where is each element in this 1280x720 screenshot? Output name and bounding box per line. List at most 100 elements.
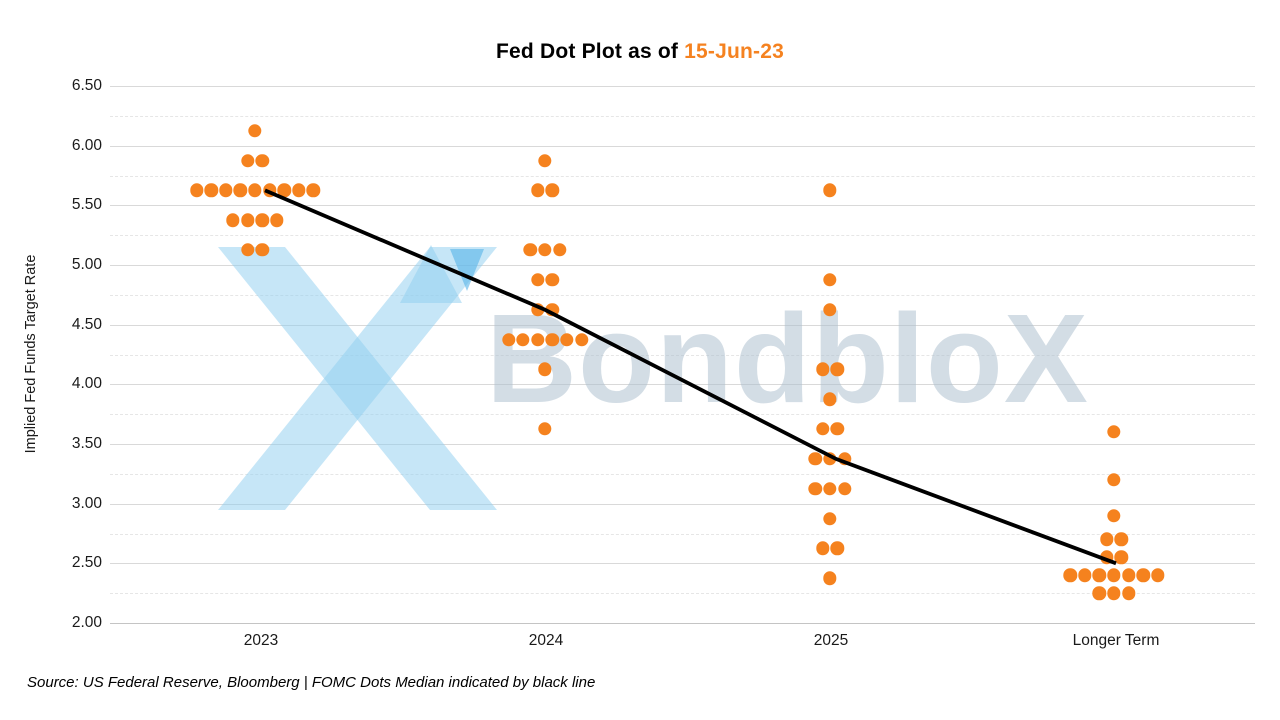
- fomc-dot: [574, 332, 589, 347]
- fomc-dot: [523, 243, 538, 257]
- y-tick-label: 3.00: [71, 494, 102, 512]
- chart-title-date: 15-Jun-23: [684, 40, 784, 63]
- fomc-dot: [248, 124, 262, 138]
- major-gridline: [110, 324, 1255, 326]
- y-axis-title: Implied Fed Funds Target Rate: [23, 254, 39, 454]
- fomc-dot: [292, 183, 306, 198]
- fomc-dot: [837, 482, 852, 496]
- fomc-dot: [830, 362, 844, 377]
- fomc-dot: [538, 153, 552, 168]
- major-gridline: [110, 205, 1255, 207]
- fomc-dot: [1136, 568, 1150, 582]
- fomc-dot: [808, 452, 823, 466]
- fomc-dot: [1107, 425, 1121, 439]
- fomc-dot: [255, 243, 269, 257]
- minor-gridline: [110, 473, 1255, 475]
- fomc-dot: [1107, 586, 1121, 600]
- fomc-dot: [545, 303, 559, 317]
- minor-gridline: [110, 175, 1255, 177]
- fomc-dot: [1121, 586, 1136, 600]
- fomc-dot: [226, 213, 240, 227]
- fomc-dot: [560, 332, 574, 347]
- fomc-dot: [552, 243, 567, 257]
- fomc-dot: [204, 183, 218, 198]
- y-tick-label: 4.50: [71, 315, 102, 333]
- fomc-dot: [538, 362, 552, 377]
- y-tick-label: 5.00: [71, 256, 102, 273]
- fomc-dot: [248, 183, 262, 198]
- fomc-dot: [530, 273, 545, 287]
- major-gridline: [110, 384, 1255, 386]
- fomc-dot: [815, 362, 830, 377]
- fomc-dot: [538, 243, 552, 257]
- fomc-dot: [1151, 568, 1165, 582]
- minor-gridline: [110, 414, 1255, 416]
- fomc-dot: [240, 213, 255, 227]
- fomc-dot: [1099, 550, 1114, 565]
- minor-gridline: [110, 115, 1255, 117]
- fomc-dot: [823, 273, 837, 287]
- fomc-dot: [501, 332, 516, 347]
- fomc-dot: [1092, 586, 1107, 600]
- major-gridline: [110, 265, 1255, 266]
- fomc-dot: [189, 183, 204, 198]
- major-gridline: [110, 145, 1255, 147]
- fomc-dot: [1092, 568, 1107, 582]
- fomc-dot: [545, 273, 559, 287]
- x-tick-label: Longer Term: [1072, 632, 1160, 649]
- x-tick-label: 2023: [243, 632, 279, 649]
- source-note: Source: US Federal Reserve, Bloomberg | …: [27, 674, 596, 691]
- fomc-dot: [1099, 532, 1114, 547]
- major-gridline: [110, 86, 1255, 87]
- fomc-dot: [277, 183, 291, 198]
- x-tick-label: 2024: [528, 632, 564, 649]
- fomc-dot: [823, 303, 837, 317]
- major-gridline: [110, 503, 1255, 505]
- chart-title-text: Fed Dot Plot as of: [496, 40, 685, 63]
- fomc-dot: [530, 303, 545, 317]
- fomc-dot: [823, 482, 837, 496]
- x-tick-label: 2025: [813, 632, 849, 649]
- fomc-dot: [823, 452, 837, 466]
- y-tick-label: 6.00: [71, 136, 102, 154]
- fomc-dot: [240, 153, 255, 168]
- fomc-dot: [219, 183, 233, 198]
- y-tick-label: 3.50: [71, 435, 102, 452]
- fomc-dot: [1078, 568, 1092, 582]
- fomc-dot: [240, 243, 255, 257]
- minor-gridline: [110, 533, 1255, 535]
- fomc-dot: [538, 422, 552, 436]
- fomc-dot: [545, 183, 559, 198]
- fomc-dot: [830, 541, 844, 556]
- plot-area: [110, 86, 1255, 624]
- fomc-dot: [815, 422, 830, 436]
- fomc-dot: [808, 482, 823, 496]
- fomc-dot: [815, 541, 830, 556]
- fomc-dot: [262, 183, 277, 198]
- fomc-dot: [270, 213, 284, 227]
- fomc-dot: [823, 183, 837, 198]
- y-tick-label: 5.50: [71, 196, 102, 214]
- fomc-dot: [823, 511, 837, 526]
- y-tick-label: 4.00: [71, 375, 102, 393]
- fomc-dot: [1063, 568, 1077, 582]
- fomc-dot: [823, 571, 837, 585]
- fomc-dot: [1107, 508, 1121, 523]
- major-gridline: [110, 563, 1255, 565]
- fomc-dot: [1107, 473, 1121, 487]
- fomc-dot: [545, 332, 559, 347]
- minor-gridline: [110, 294, 1255, 296]
- fomc-dot: [1121, 568, 1136, 582]
- y-tick-label: 2.50: [71, 554, 102, 572]
- fomc-dot: [530, 183, 545, 198]
- major-gridline: [110, 444, 1255, 445]
- fomc-dot: [233, 183, 248, 198]
- fomc-dot: [306, 183, 321, 198]
- fomc-dot: [530, 332, 545, 347]
- major-gridline: [110, 623, 1255, 624]
- fomc-dot: [1107, 568, 1121, 582]
- fomc-dot: [837, 452, 852, 466]
- fomc-dot: [1114, 532, 1128, 547]
- fomc-dot: [255, 213, 269, 227]
